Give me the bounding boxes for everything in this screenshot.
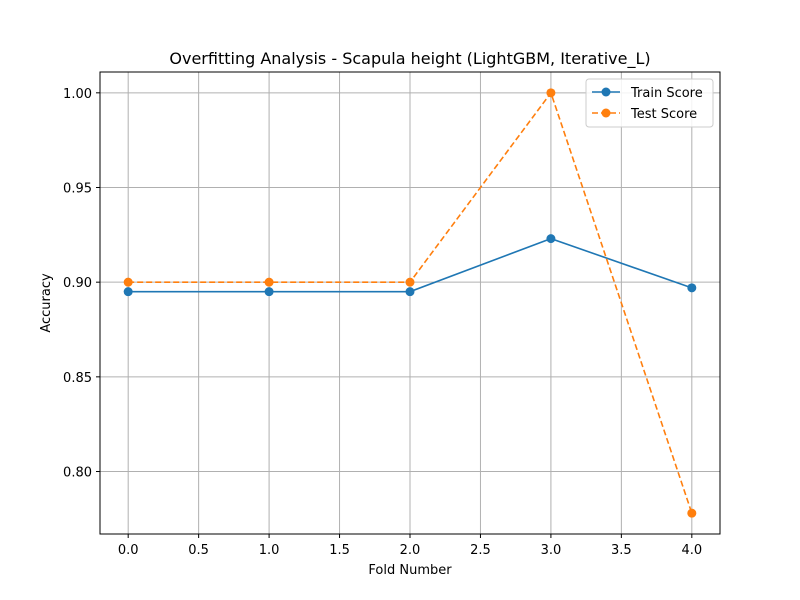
data-point-train-score	[405, 287, 415, 297]
data-point-test-score	[405, 277, 415, 287]
grid	[100, 72, 720, 534]
legend-marker-train-score	[601, 87, 611, 97]
x-tick-label: 4.0	[681, 543, 702, 558]
series-test-score	[123, 88, 697, 518]
legend-box	[585, 78, 714, 128]
x-tick-label: 1.5	[329, 543, 350, 558]
y-tick-label: 0.85	[63, 371, 92, 386]
x-tick-label: 0.5	[188, 543, 209, 558]
legend-marker-test-score	[601, 108, 611, 118]
chart-title: Overfitting Analysis - Scapula height (L…	[169, 49, 650, 69]
data-point-test-score	[123, 277, 133, 287]
y-tick-label: 0.80	[63, 466, 92, 481]
data-point-train-score	[264, 287, 274, 297]
x-axis-ticks: 0.0 0.5 1.0 1.5 2.0 2.5 3.0 3.5 4.0	[118, 534, 702, 558]
data-point-train-score	[546, 234, 556, 244]
data-point-test-score	[687, 508, 697, 518]
x-tick-label: 2.5	[470, 543, 491, 558]
data-point-test-score	[264, 277, 274, 287]
y-tick-label: 1.00	[63, 87, 92, 102]
legend: Train Score Test Score	[585, 78, 714, 128]
x-axis-label: Fold Number	[368, 563, 452, 578]
x-tick-label: 3.0	[541, 543, 562, 558]
x-tick-label: 3.5	[611, 543, 632, 558]
y-axis-label: Accuracy	[39, 273, 54, 333]
y-tick-label: 0.95	[63, 182, 92, 197]
data-point-train-score	[123, 287, 133, 297]
data-point-train-score	[687, 283, 697, 293]
legend-label-train-score: Train Score	[630, 86, 703, 101]
legend-label-test-score: Test Score	[630, 107, 697, 122]
series-layer	[123, 88, 697, 518]
series-train-score	[123, 234, 697, 297]
x-tick-label: 1.0	[259, 543, 280, 558]
x-tick-label: 2.0	[400, 543, 421, 558]
x-tick-label: 0.0	[118, 543, 139, 558]
y-axis-ticks: 0.80 0.85 0.90 0.95 1.00	[63, 87, 100, 481]
data-point-test-score	[546, 88, 556, 98]
y-tick-label: 0.90	[63, 276, 92, 291]
